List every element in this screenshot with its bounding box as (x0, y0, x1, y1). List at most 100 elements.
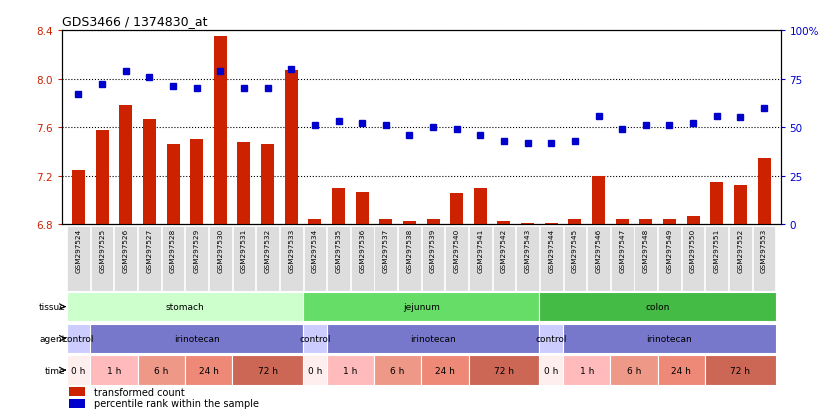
FancyBboxPatch shape (374, 356, 421, 385)
Bar (545, 223, 558, 225)
Text: GSM297546: GSM297546 (596, 228, 601, 272)
FancyBboxPatch shape (90, 324, 303, 353)
FancyBboxPatch shape (398, 226, 420, 291)
Text: GSM297538: GSM297538 (406, 228, 412, 272)
Text: tissue: tissue (39, 302, 65, 311)
Text: 6 h: 6 h (391, 366, 405, 375)
Bar (733, 186, 747, 225)
Text: GSM297528: GSM297528 (170, 228, 176, 272)
FancyBboxPatch shape (563, 324, 776, 353)
FancyBboxPatch shape (469, 226, 491, 291)
Text: GSM297545: GSM297545 (572, 228, 578, 272)
Text: GDS3466 / 1374830_at: GDS3466 / 1374830_at (62, 15, 207, 28)
Bar (356, 192, 368, 225)
FancyBboxPatch shape (539, 356, 563, 385)
Bar (639, 220, 653, 225)
FancyBboxPatch shape (327, 226, 350, 291)
FancyBboxPatch shape (516, 226, 539, 291)
Text: 6 h: 6 h (154, 366, 169, 375)
Text: GSM297532: GSM297532 (264, 228, 271, 272)
Text: control: control (63, 334, 94, 343)
Text: percentile rank within the sample: percentile rank within the sample (94, 399, 259, 408)
Text: GSM297549: GSM297549 (667, 228, 672, 272)
FancyBboxPatch shape (91, 226, 113, 291)
Bar (568, 220, 582, 225)
FancyBboxPatch shape (492, 226, 515, 291)
FancyBboxPatch shape (752, 226, 776, 291)
Text: irinotecan: irinotecan (173, 334, 220, 343)
Text: GSM297552: GSM297552 (738, 228, 743, 272)
Text: 24 h: 24 h (435, 366, 455, 375)
Bar (592, 176, 605, 225)
Text: 6 h: 6 h (627, 366, 641, 375)
Text: GSM297525: GSM297525 (99, 228, 105, 272)
Bar (379, 220, 392, 225)
Text: 0 h: 0 h (308, 366, 322, 375)
Text: GSM297541: GSM297541 (477, 228, 483, 272)
Text: 24 h: 24 h (198, 366, 218, 375)
Text: GSM297531: GSM297531 (241, 228, 247, 272)
FancyBboxPatch shape (303, 292, 539, 321)
Bar (72, 170, 85, 225)
Text: control: control (535, 334, 567, 343)
FancyBboxPatch shape (232, 356, 303, 385)
FancyBboxPatch shape (540, 226, 563, 291)
FancyBboxPatch shape (185, 226, 208, 291)
Text: GSM297553: GSM297553 (761, 228, 767, 272)
FancyBboxPatch shape (327, 324, 539, 353)
Bar (426, 220, 439, 225)
Bar (190, 140, 203, 225)
Text: time: time (45, 366, 65, 375)
FancyBboxPatch shape (422, 226, 444, 291)
FancyBboxPatch shape (256, 226, 279, 291)
Text: GSM297544: GSM297544 (548, 228, 554, 272)
Text: colon: colon (645, 302, 670, 311)
Text: GSM297535: GSM297535 (335, 228, 341, 272)
Text: GSM297542: GSM297542 (501, 228, 507, 272)
Text: 1 h: 1 h (343, 366, 358, 375)
Text: GSM297524: GSM297524 (75, 228, 82, 272)
FancyBboxPatch shape (374, 226, 397, 291)
Text: irinotecan: irinotecan (647, 334, 692, 343)
FancyBboxPatch shape (563, 226, 586, 291)
Bar (686, 216, 700, 225)
FancyBboxPatch shape (587, 226, 610, 291)
Bar (757, 158, 771, 225)
Text: jejunum: jejunum (403, 302, 439, 311)
Text: GSM297529: GSM297529 (193, 228, 200, 272)
Text: GSM297533: GSM297533 (288, 228, 294, 272)
Bar (308, 220, 321, 225)
Text: agent: agent (40, 334, 65, 343)
FancyBboxPatch shape (303, 356, 327, 385)
Text: control: control (299, 334, 330, 343)
FancyBboxPatch shape (421, 356, 468, 385)
Text: 0 h: 0 h (71, 366, 86, 375)
Bar (69, 399, 85, 408)
FancyBboxPatch shape (67, 356, 90, 385)
Text: GSM297530: GSM297530 (217, 228, 223, 272)
FancyBboxPatch shape (634, 226, 657, 291)
FancyBboxPatch shape (657, 356, 705, 385)
Bar (450, 193, 463, 225)
Text: GSM297526: GSM297526 (123, 228, 129, 272)
FancyBboxPatch shape (115, 226, 137, 291)
FancyBboxPatch shape (67, 226, 90, 291)
FancyBboxPatch shape (280, 226, 302, 291)
FancyBboxPatch shape (209, 226, 231, 291)
FancyBboxPatch shape (539, 324, 563, 353)
Text: GSM297539: GSM297539 (430, 228, 436, 272)
Text: 24 h: 24 h (672, 366, 691, 375)
Bar (261, 145, 274, 225)
Bar (237, 142, 250, 225)
Text: GSM297534: GSM297534 (312, 228, 318, 272)
Text: GSM297527: GSM297527 (146, 228, 153, 272)
FancyBboxPatch shape (303, 324, 327, 353)
Bar (521, 223, 534, 225)
Bar (167, 145, 179, 225)
Bar (403, 221, 416, 225)
FancyBboxPatch shape (162, 226, 184, 291)
FancyBboxPatch shape (138, 226, 161, 291)
FancyBboxPatch shape (445, 226, 468, 291)
Text: 72 h: 72 h (258, 366, 278, 375)
Bar (96, 130, 109, 225)
